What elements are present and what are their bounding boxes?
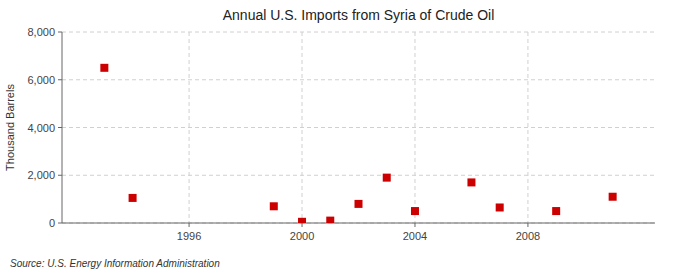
x-tick-label: 2004	[403, 230, 427, 242]
y-tick	[58, 223, 62, 224]
point	[326, 217, 334, 223]
y-axis-label: Thousand Barrels	[4, 84, 16, 171]
y-tick	[58, 32, 62, 33]
point	[496, 203, 504, 211]
x-tick-label: 2008	[516, 230, 540, 242]
x-grid-line	[302, 32, 303, 223]
points	[100, 64, 616, 223]
y-tick-label: 8,000	[27, 26, 55, 38]
x-axis-line	[62, 223, 655, 224]
y-tick	[58, 175, 62, 176]
y-tick-label: 2,000	[27, 169, 55, 181]
point	[383, 174, 391, 182]
x-tick	[414, 223, 415, 227]
y-grid-line	[62, 127, 655, 128]
point	[467, 178, 475, 186]
axes: 0 2,000 4,000 6,000 8,000 1996 2000 2004 2008	[27, 26, 655, 242]
y-grid-line	[62, 175, 655, 176]
point	[609, 193, 617, 201]
point	[100, 64, 108, 72]
x-tick	[189, 223, 190, 227]
y-axis-line	[62, 32, 63, 223]
point	[270, 202, 278, 210]
x-grid-line	[189, 32, 190, 223]
y-tick	[58, 127, 62, 128]
y-grid-line	[62, 79, 655, 80]
x-tick	[302, 223, 303, 227]
y-tick	[58, 79, 62, 80]
x-tick-label: 2000	[290, 230, 314, 242]
point	[298, 218, 306, 223]
y-grid-line	[62, 223, 655, 224]
source-annotation: Source: U.S. Energy Information Administ…	[10, 258, 220, 269]
chart-container: Annual U.S. Imports from Syria of Crude …	[0, 0, 675, 275]
point	[355, 200, 363, 208]
x-tick-label: 1996	[177, 230, 201, 242]
chart-svg: Annual U.S. Imports from Syria of Crude …	[0, 0, 675, 275]
y-grid-line	[62, 32, 655, 33]
y-tick-label: 4,000	[27, 122, 55, 134]
point	[552, 207, 560, 215]
grid	[62, 32, 655, 223]
point	[411, 207, 419, 215]
x-grid-line	[527, 32, 528, 223]
point	[129, 194, 137, 202]
x-grid-line	[414, 32, 415, 223]
y-tick-label: 6,000	[27, 74, 55, 86]
x-tick	[527, 223, 528, 227]
title: Annual U.S. Imports from Syria of Crude …	[223, 7, 495, 23]
y-tick-label: 0	[49, 217, 55, 229]
